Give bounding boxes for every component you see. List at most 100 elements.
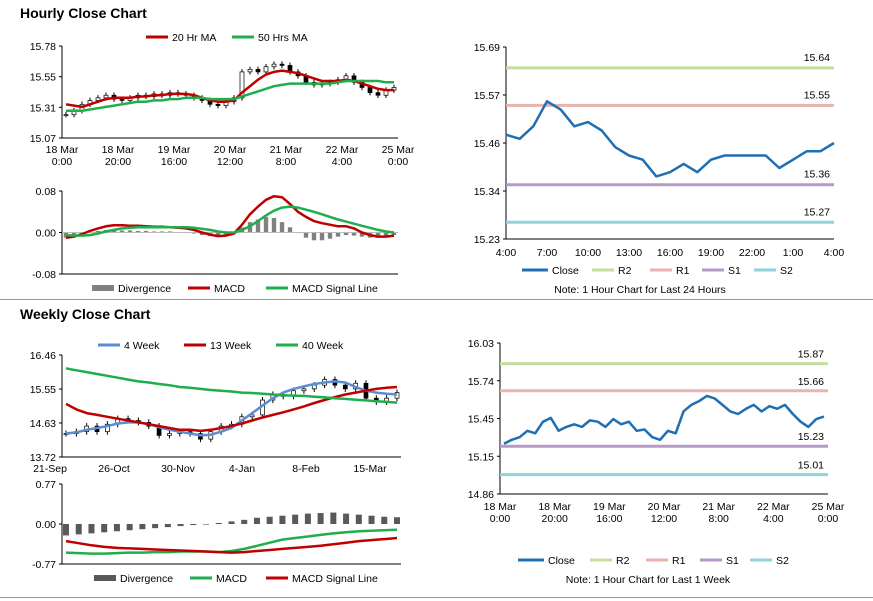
weekly-macd-legend-macd-label: MACD bbox=[216, 573, 247, 585]
hourly-macd-divergence-bar bbox=[111, 229, 117, 233]
hourly-price-x-tick-label: 19 Mar 16:00 bbox=[158, 144, 191, 168]
hourly-price-series-ma20 bbox=[65, 69, 394, 109]
hourly-price-y-tick-label: 15.78 bbox=[30, 41, 56, 53]
weekly-macd-divergence-bar bbox=[101, 524, 108, 533]
hourly-macd-y-tick-label: -0.08 bbox=[32, 269, 56, 281]
weekly-macd-divergence-bar bbox=[203, 524, 210, 525]
hourly-macd-divergence-bar bbox=[135, 230, 141, 233]
weekly-1w-y-tick-label: 16.03 bbox=[468, 338, 494, 350]
weekly-macd-divergence-bar bbox=[330, 512, 337, 524]
hourly-24h-x-tick-label: 4:00 bbox=[496, 247, 517, 259]
hourly-price-candle bbox=[103, 94, 109, 99]
weekly-macd-divergence-bar bbox=[164, 524, 171, 528]
weekly-macd-divergence-bar bbox=[394, 517, 400, 524]
hourly-price-x-tick-label: 21 Mar 8:00 bbox=[270, 144, 303, 168]
weekly-1w-legend-s2-label: S2 bbox=[776, 555, 789, 567]
weekly-macd-divergence-bar bbox=[343, 513, 350, 524]
weekly-macd-divergence-bar bbox=[355, 514, 362, 524]
section-divider bbox=[0, 299, 873, 300]
hourly-macd-divergence-bar bbox=[375, 232, 381, 238]
hourly-24h-y-tick-label: 15.46 bbox=[474, 138, 500, 150]
hourly-24h-x-tick-label: 1:00 bbox=[783, 247, 804, 259]
hourly-price-y-tick-label: 15.31 bbox=[30, 102, 56, 114]
hourly-macd-divergence-bar bbox=[255, 219, 261, 233]
hourly-24h-legend-r2-label: R2 bbox=[618, 265, 632, 277]
weekly-macd-legend-divergence-swatch bbox=[94, 575, 116, 581]
hourly-24h-x-tick-label: 22:00 bbox=[739, 247, 765, 259]
hourly-macd-legend-divergence-swatch bbox=[92, 285, 114, 291]
hourly-24h-series-close bbox=[505, 100, 835, 178]
hourly-macd-divergence-bar bbox=[63, 232, 69, 238]
weekly-macd-divergence-bar bbox=[368, 515, 375, 524]
weekly-macd-divergence-bar bbox=[152, 524, 159, 529]
weekly-macd-divergence-bar bbox=[292, 514, 299, 524]
weekly-macd-series-signal bbox=[65, 536, 398, 554]
hourly-24h-x-tick-label: 10:00 bbox=[575, 247, 601, 259]
weekly-section-title: Weekly Close Chart bbox=[20, 306, 151, 322]
weekly-macd-divergence-bar bbox=[228, 521, 235, 524]
hourly-macd-divergence-bar bbox=[263, 216, 269, 233]
weekly-1w-level-label-r2: 15.87 bbox=[798, 349, 824, 361]
hourly-macd-divergence-bar bbox=[319, 232, 325, 241]
hourly-macd-legend-signal-label: MACD Signal Line bbox=[292, 283, 378, 295]
hourly-macd-divergence-bar bbox=[191, 232, 197, 234]
hourly-24h-y-tick-label: 15.34 bbox=[474, 186, 500, 198]
hourly-24h-legend-close-label: Close bbox=[552, 265, 579, 277]
weekly-1w-note: Note: 1 Hour Chart for Last 1 Week bbox=[566, 574, 731, 586]
hourly-price-legend-ma20-label: 20 Hr MA bbox=[172, 32, 216, 44]
hourly-macd-divergence-bar bbox=[143, 230, 149, 233]
hourly-24h-legend-s1-label: S1 bbox=[728, 265, 741, 277]
weekly-price-x-tick-label: 26-Oct bbox=[98, 463, 130, 475]
section-divider-bottom bbox=[0, 597, 873, 598]
hourly-price-candle bbox=[271, 63, 277, 68]
weekly-macd-divergence-bar bbox=[241, 519, 248, 524]
weekly-1w-legend-s1-label: S1 bbox=[726, 555, 739, 567]
hourly-macd-divergence-bar bbox=[335, 232, 341, 237]
hourly-macd-divergence-bar bbox=[95, 230, 101, 233]
hourly-macd-divergence-bar bbox=[383, 232, 389, 237]
weekly-1w-x-tick-label: 18 Mar 0:00 bbox=[484, 501, 517, 525]
hourly-24h-x-tick-label: 7:00 bbox=[537, 247, 558, 259]
weekly-1w-x-tick-label: 25 Mar 0:00 bbox=[812, 501, 845, 525]
weekly-1w-series-close bbox=[503, 394, 825, 445]
weekly-macd-divergence-bar bbox=[381, 516, 388, 524]
weekly-1w-x-tick-label: 21 Mar 8:00 bbox=[702, 501, 735, 525]
weekly-macd-divergence-bar bbox=[75, 524, 82, 535]
hourly-price-candle bbox=[375, 92, 381, 96]
hourly-24h-level-label-r1: 15.55 bbox=[804, 89, 830, 101]
weekly-macd-divergence-bar bbox=[279, 515, 286, 524]
weekly-macd-divergence-bar bbox=[177, 524, 184, 527]
hourly-macd-divergence-bar bbox=[327, 232, 333, 239]
hourly-price-candle bbox=[279, 63, 285, 66]
hourly-macd-y-tick-label: 0.00 bbox=[36, 228, 57, 240]
weekly-price-x-tick-label: 4-Jan bbox=[229, 463, 255, 475]
weekly-macd-legend-signal-label: MACD Signal Line bbox=[292, 573, 378, 585]
weekly-macd-divergence-bar bbox=[113, 524, 120, 532]
weekly-price-candle bbox=[311, 384, 317, 390]
hourly-macd-divergence-bar bbox=[159, 231, 165, 233]
weekly-macd-divergence-bar bbox=[126, 524, 133, 531]
weekly-price-series-40-week bbox=[65, 367, 398, 404]
hourly-24h-y-tick-label: 15.23 bbox=[474, 234, 500, 246]
weekly-1w-y-tick-label: 14.86 bbox=[468, 489, 494, 501]
hourly-24h-legend-r1-label: R1 bbox=[676, 265, 690, 277]
hourly-price-x-tick-label: 20 Mar 12:00 bbox=[214, 144, 247, 168]
weekly-price-y-tick-label: 14.63 bbox=[30, 418, 56, 430]
weekly-1w-x-tick-label: 18 Mar 20:00 bbox=[538, 501, 571, 525]
hourly-macd-divergence-bar bbox=[271, 217, 277, 233]
hourly-price-candle bbox=[247, 68, 253, 73]
weekly-1w-y-tick-label: 15.45 bbox=[468, 414, 494, 426]
hourly-price-candle bbox=[119, 98, 125, 101]
hourly-macd-divergence-bar bbox=[359, 232, 365, 237]
weekly-1w-x-tick-label: 20 Mar 12:00 bbox=[648, 501, 681, 525]
hourly-macd-divergence-bar bbox=[151, 231, 157, 233]
hourly-macd-divergence-bar bbox=[391, 232, 397, 236]
hourly-macd-series-signal bbox=[65, 205, 395, 237]
weekly-price-series-13-week bbox=[65, 385, 398, 433]
hourly-macd-divergence-bar bbox=[127, 230, 133, 233]
weekly-macd-divergence-bar bbox=[215, 522, 222, 524]
hourly-macd-divergence-bar bbox=[343, 232, 349, 236]
weekly-1w-level-label-s1: 15.23 bbox=[798, 431, 824, 443]
weekly-price-legend-40week-label: 40 Week bbox=[302, 340, 344, 352]
hourly-24h-x-tick-label: 13:00 bbox=[616, 247, 642, 259]
